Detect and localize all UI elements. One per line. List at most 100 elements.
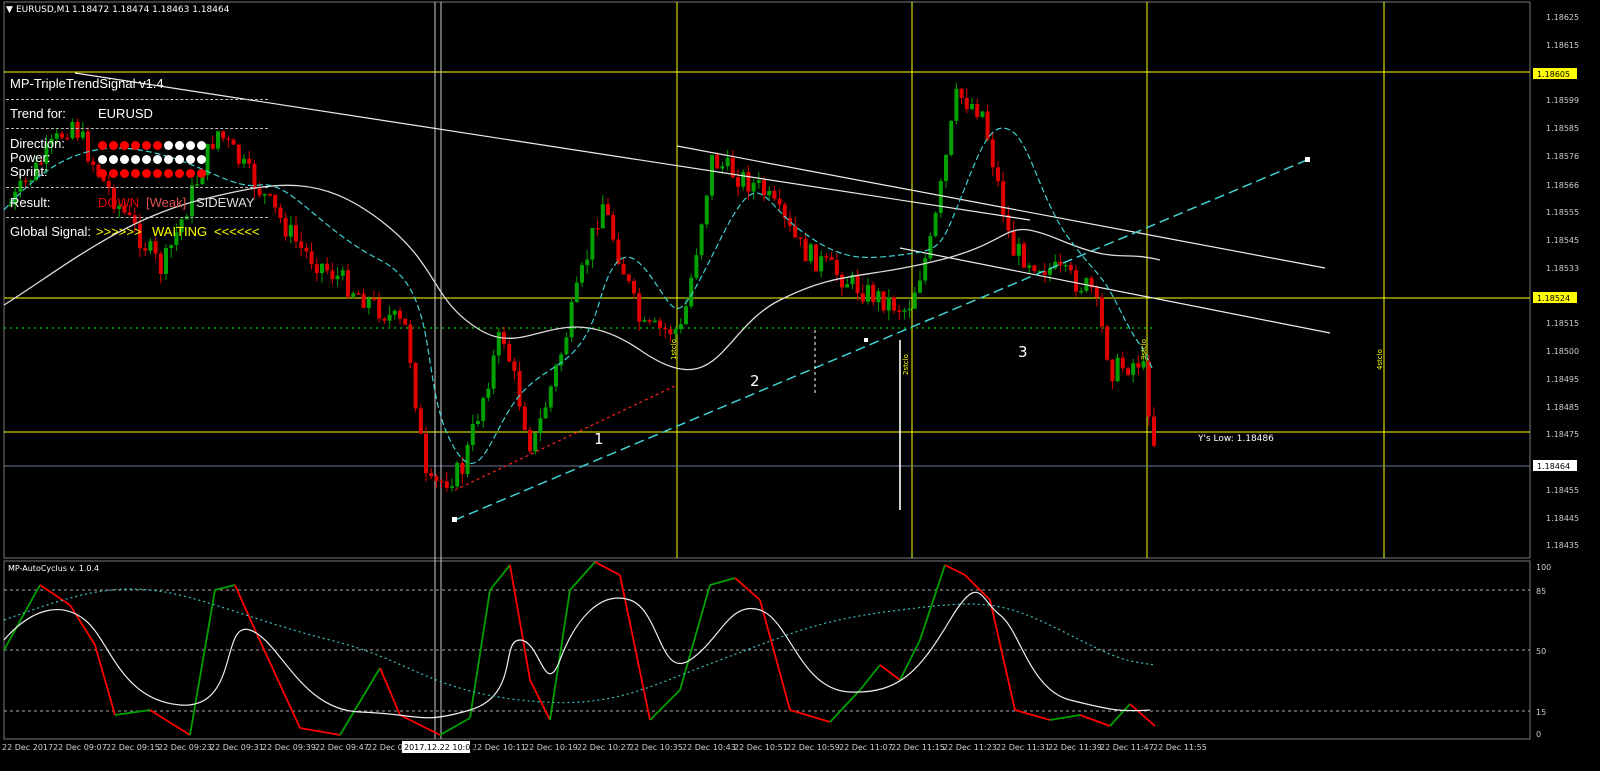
oscillator-segment [899, 639, 921, 681]
candle-body [122, 205, 127, 213]
candle-body [829, 257, 834, 260]
trend-symbol: EURUSD [98, 106, 153, 121]
price-axis: 1.18625 1.18615 1.18599 1.18585 1.18576 … [1533, 13, 1579, 550]
candle-body [18, 180, 23, 192]
candle-body [398, 310, 402, 319]
status-dot [164, 169, 173, 178]
candle-body [611, 214, 616, 240]
oscillator-segment [789, 709, 831, 723]
candle-body [1048, 268, 1052, 275]
cycle-label-2: 2stclo [902, 354, 910, 375]
candle-body [273, 194, 278, 208]
candle-body [1022, 243, 1026, 268]
candle-body [434, 476, 439, 481]
candle-body [242, 158, 246, 164]
candle-body [715, 154, 720, 169]
oscillator-segment [254, 629, 301, 729]
moving-average-white [3, 184, 1161, 371]
oscillator-segment [509, 564, 531, 681]
candle-body [231, 139, 236, 145]
time-tick: 22 Dec 09:23 [158, 743, 212, 752]
price-tick: 1.18515 [1546, 319, 1579, 328]
candle-body [1105, 326, 1110, 360]
hline-price-tag-1 [1533, 68, 1577, 79]
panel-title: MP-TripleTrendSignal v1.4 [10, 76, 164, 91]
candle-body [928, 236, 933, 259]
candle-body [782, 204, 787, 219]
candle-body [1074, 270, 1078, 292]
time-tick: 22 Dec 10:11 [472, 743, 526, 752]
status-dot [142, 155, 151, 164]
current-price-tag [1533, 460, 1577, 471]
candle-body [621, 264, 626, 275]
candle-body [678, 324, 683, 330]
candle-body [996, 167, 1000, 182]
candle-body [132, 215, 137, 224]
candle-body [881, 291, 886, 311]
candle-body [1001, 181, 1006, 215]
cursor-time: 2017.12.22 10:05 [404, 743, 475, 752]
candle-body [845, 284, 850, 288]
osc-level: 50 [1536, 647, 1546, 656]
candle-body [44, 144, 49, 164]
time-tick: 22 Dec 09:15 [106, 743, 160, 752]
sprint-dots [98, 166, 208, 181]
candle-body [507, 343, 512, 362]
main-chart-area[interactable] [3, 1, 1531, 559]
candle-body [294, 225, 298, 242]
time-tick: 22 Dec 09:07 [53, 743, 107, 752]
candle-body [335, 275, 340, 280]
candle-body [1042, 270, 1047, 275]
time-tick: 22 Dec 09:47 [315, 743, 369, 752]
candle-body [169, 245, 174, 248]
price-tick: 1.18576 [1546, 152, 1579, 161]
status-dot [186, 141, 195, 150]
candle-body [320, 263, 324, 274]
y-low-label: Y's Low: 1.18486 [1197, 434, 1274, 444]
candle-body [554, 365, 558, 387]
oscillator-segment [94, 644, 116, 716]
price-tick: 1.18625 [1546, 13, 1579, 22]
power-dots [98, 152, 208, 167]
candle-body [1058, 261, 1063, 266]
candle-body [652, 320, 657, 323]
candle-body [366, 298, 371, 308]
time-tick: 22 Dec 11:15 [891, 743, 945, 752]
candle-body [39, 162, 44, 165]
candle-body [148, 241, 153, 251]
candle-body [720, 166, 725, 169]
candle-body [476, 420, 480, 425]
anchor-point [452, 517, 457, 522]
oscillator-segment [399, 714, 441, 736]
oscillator-segment [569, 561, 596, 591]
candle-body [470, 424, 475, 446]
price-tick: 1.18615 [1546, 41, 1579, 50]
candle-body [387, 314, 392, 321]
candle-body [283, 218, 288, 237]
candle-body [200, 175, 205, 185]
candle-body [226, 138, 231, 140]
oscillator-segment [964, 574, 991, 601]
candle-body [418, 408, 423, 434]
chart-header-arrow[interactable]: ▼ [6, 5, 13, 15]
candle-body [574, 282, 579, 303]
status-dot [153, 155, 162, 164]
candle-body [824, 256, 829, 258]
candle-body [465, 445, 470, 474]
status-dot [120, 155, 129, 164]
candle-body [190, 185, 194, 217]
candle-body [964, 98, 969, 110]
candle-body [314, 264, 319, 274]
candle-body [533, 433, 538, 452]
candle-body [814, 244, 818, 272]
price-tick: 1.18475 [1546, 430, 1579, 439]
oscillator-segment [944, 564, 966, 576]
candle-body [304, 247, 309, 252]
candle-body [351, 293, 356, 297]
cycle-label-4: 4stclo [1376, 349, 1384, 370]
oscillator-segment [299, 727, 341, 736]
status-dot [120, 141, 129, 150]
trendline-lower [899, 247, 1331, 334]
status-dot [197, 141, 206, 150]
